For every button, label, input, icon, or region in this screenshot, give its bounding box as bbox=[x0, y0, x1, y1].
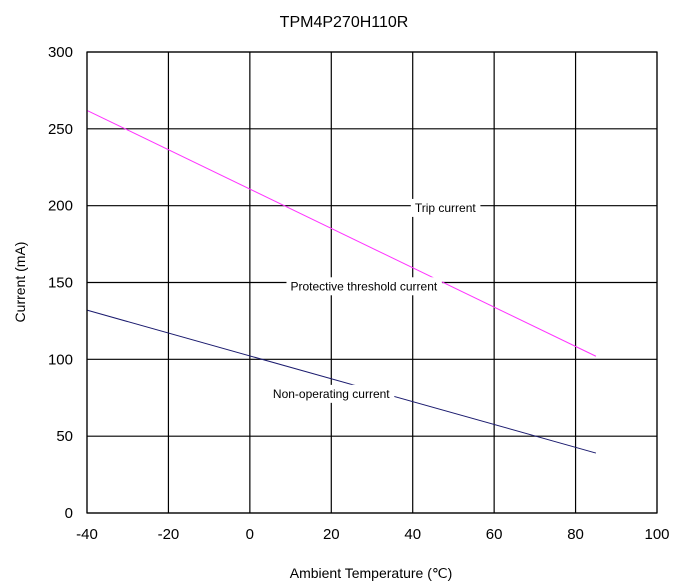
x-tick-label: 80 bbox=[567, 526, 584, 543]
x-tick-label: -40 bbox=[76, 526, 98, 543]
x-tick-label: 0 bbox=[246, 526, 254, 543]
plot-frame bbox=[86, 51, 658, 514]
y-axis-title: Current (mA) bbox=[12, 242, 28, 323]
x-tick-labels: -40 -20 0 20 40 60 80 100 bbox=[76, 526, 669, 543]
chart-title: TPM4P270H110R bbox=[280, 14, 409, 31]
x-tick-label: 100 bbox=[644, 526, 669, 543]
annotation-label: Non-operating current bbox=[273, 387, 390, 401]
y-tick-label: 50 bbox=[56, 428, 73, 445]
x-axis-title: Ambient Temperature (℃) bbox=[290, 565, 453, 581]
x-tick-label: 60 bbox=[486, 526, 503, 543]
series-line-1 bbox=[86, 309, 597, 454]
y-tick-label: 100 bbox=[48, 351, 73, 368]
y-tick-labels: 0 50 100 150 200 250 300 bbox=[48, 44, 73, 522]
annotation-layer: Trip current Protective threshold current… bbox=[268, 198, 481, 403]
x-tick-label: -20 bbox=[158, 526, 180, 543]
annotation-label: Trip current bbox=[415, 201, 477, 215]
y-tick-label: 0 bbox=[65, 505, 73, 522]
annotation-label: Protective threshold current bbox=[290, 279, 437, 293]
y-tick-label: 150 bbox=[48, 275, 73, 292]
annotation-background bbox=[410, 198, 481, 217]
x-tick-label: 20 bbox=[323, 526, 340, 543]
y-tick-label: 300 bbox=[48, 44, 73, 61]
series-line-0 bbox=[86, 109, 597, 357]
annotation-background bbox=[268, 384, 395, 403]
y-tick-label: 250 bbox=[48, 121, 73, 138]
y-tick-label: 200 bbox=[48, 198, 73, 215]
annotation-background bbox=[286, 277, 442, 296]
x-tick-label: 40 bbox=[404, 526, 421, 543]
series-layer bbox=[86, 109, 597, 454]
